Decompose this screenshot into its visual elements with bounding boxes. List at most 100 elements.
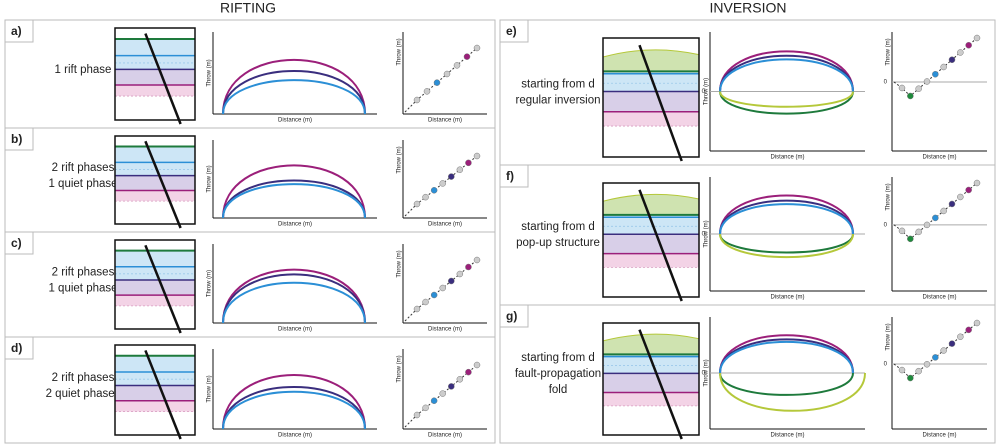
panel: d) 2 rift phases 2 quiet phases Distance (m… (4, 336, 496, 444)
axis-label: Throw (m) (886, 183, 892, 210)
trend (404, 364, 478, 428)
dot (422, 193, 429, 201)
layer-pink (603, 253, 699, 268)
zero-label: 0 (702, 371, 706, 377)
block-frame (602, 37, 700, 158)
dot (422, 298, 429, 306)
layer-pink (603, 392, 699, 406)
description: 2 rift phases (52, 267, 115, 279)
dot (923, 361, 931, 368)
fault (144, 244, 182, 334)
trend (893, 182, 978, 240)
layer-blue (115, 39, 195, 70)
axis-label: Distance (m) (278, 222, 312, 228)
axis-label: Distance (m) (428, 327, 462, 333)
zero-label: 0 (884, 80, 888, 86)
dot (973, 319, 981, 327)
dot (473, 152, 481, 160)
dot (465, 368, 472, 376)
throw-curve (719, 58, 854, 92)
axis-label: Throw (m) (397, 146, 403, 173)
dot (932, 354, 939, 361)
dot (430, 397, 438, 404)
layer-pink (115, 85, 195, 97)
dot (907, 374, 914, 382)
throw-curve (719, 372, 866, 412)
description: 1 quiet phase (48, 178, 117, 190)
description: starting from d (521, 352, 595, 364)
dot (456, 376, 464, 383)
axis-label: Distance (m) (428, 222, 462, 228)
panel-frame (499, 164, 996, 306)
panel-label: c) (11, 236, 22, 250)
dot (898, 84, 906, 92)
trend (404, 259, 478, 322)
dot (957, 333, 964, 341)
dot (413, 411, 421, 419)
dot (948, 340, 956, 347)
panel: g) starting from d fault-propagation fold Di… (499, 304, 996, 444)
throw-curve (222, 79, 366, 115)
description: starting from d (521, 221, 595, 233)
description: 2 rift phases (52, 162, 115, 174)
fault (638, 189, 683, 302)
layer-purple (115, 280, 195, 296)
throw-curve (222, 183, 366, 219)
zero-label: 0 (884, 362, 888, 368)
throw-curve (719, 334, 854, 374)
dot (423, 88, 431, 95)
block-frame (114, 344, 196, 436)
panel: c) 2 rift phases 1 quiet phase Distance (m)… (4, 231, 496, 338)
dot (923, 221, 931, 229)
label-box (499, 304, 529, 328)
layer-pink (115, 295, 195, 306)
dot (898, 227, 906, 235)
block-frame (602, 182, 700, 298)
block-frame (114, 239, 196, 330)
layer-blue (115, 355, 195, 386)
dot (965, 186, 972, 194)
throw-curve (222, 59, 366, 115)
layer-purple (603, 91, 699, 112)
dot (473, 44, 481, 52)
dot (932, 70, 939, 78)
label-box (499, 164, 529, 188)
throw-curve (222, 386, 366, 430)
layer-purple (115, 175, 195, 191)
dot (923, 78, 931, 85)
dot (448, 277, 455, 285)
panel-label: a) (11, 24, 22, 38)
axis-label: Throw (m) (207, 270, 213, 297)
dot (463, 53, 471, 60)
description: fold (549, 384, 568, 396)
panel-label: f) (506, 169, 514, 183)
axis-label: Distance (m) (922, 295, 956, 301)
dot (413, 96, 421, 104)
dot (473, 361, 481, 369)
panel: b) 2 rift phases 1 quiet phase Distance (m)… (4, 127, 496, 233)
description: 1 quiet phase (48, 283, 117, 295)
dot (413, 305, 421, 313)
throw-curve (222, 281, 366, 324)
description: 2 rift phases (52, 372, 115, 384)
axis-label: Throw (m) (397, 355, 403, 382)
dot (948, 56, 956, 63)
throw-curve (719, 233, 854, 254)
panel-label: e) (506, 24, 517, 38)
panel: a) 1 rift phase Distance (m) Throw (m) Dista… (4, 19, 496, 129)
rifting-header: RIFTING (220, 0, 276, 16)
fault (638, 329, 683, 440)
axis-label: Throw (m) (704, 220, 710, 247)
throw-curve (719, 233, 854, 259)
axis-label: Distance (m) (278, 327, 312, 333)
panel-frame (4, 127, 496, 233)
axis-label: Throw (m) (397, 250, 403, 277)
axis-label: Throw (m) (207, 59, 213, 86)
axis-label: Distance (m) (428, 433, 462, 439)
block-frame (602, 322, 700, 436)
panel-frame (4, 336, 496, 444)
axis-label: Throw (m) (886, 38, 892, 65)
layer-purple (115, 385, 195, 401)
panel-label: d) (11, 341, 22, 355)
